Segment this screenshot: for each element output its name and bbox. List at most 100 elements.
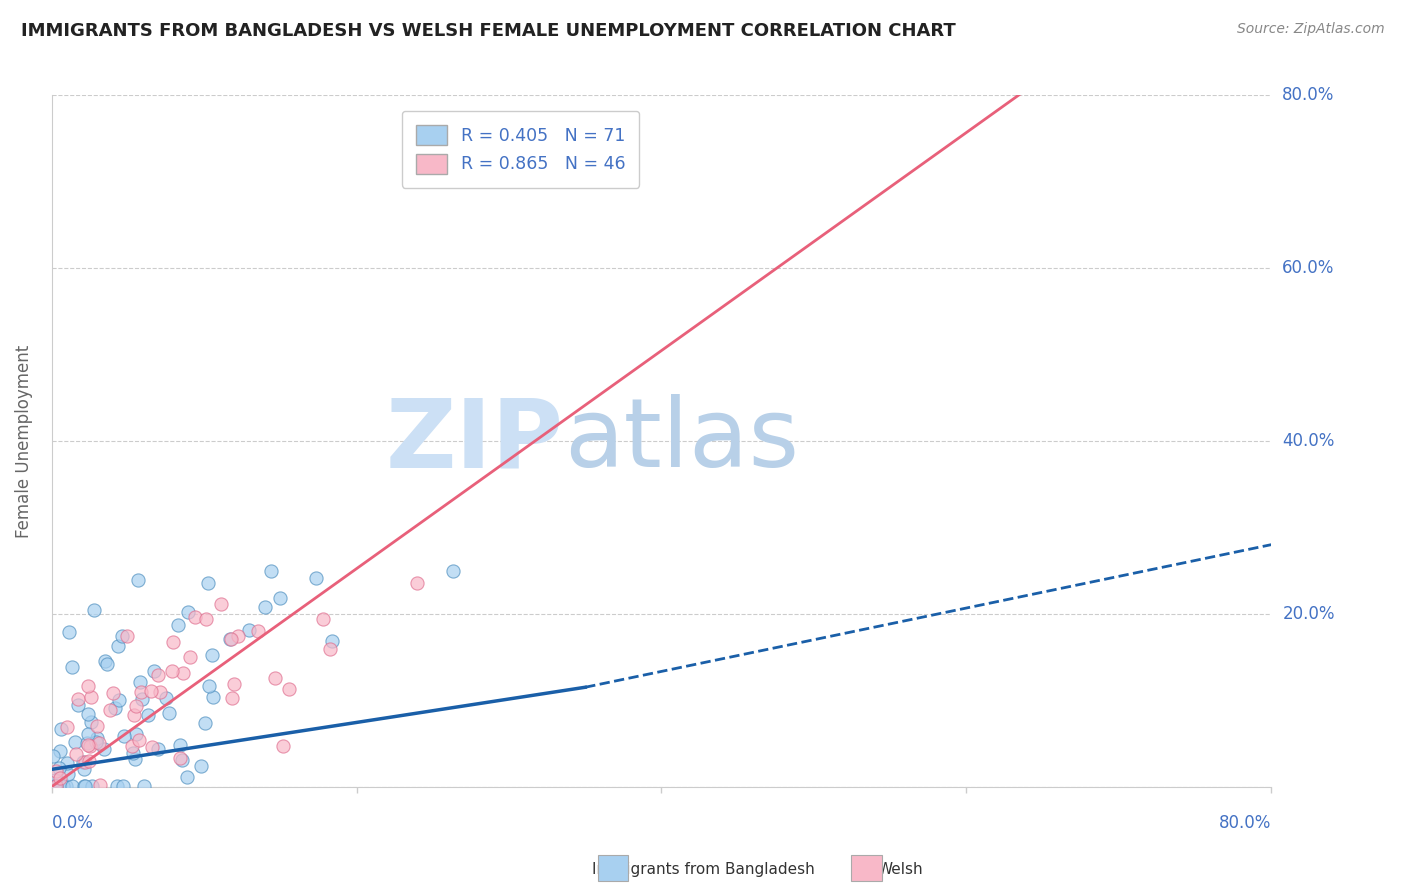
Point — [77, 727, 100, 741]
Point — [66, 691, 89, 706]
Point — [76, 736, 98, 750]
Point — [305, 571, 328, 585]
Point — [219, 632, 242, 646]
Point — [83, 603, 105, 617]
Point — [259, 564, 281, 578]
Point — [48, 761, 70, 775]
Point — [184, 610, 207, 624]
Point — [60, 779, 83, 793]
Point — [45, 779, 67, 793]
Point — [42, 779, 65, 793]
Point — [44, 779, 66, 793]
Point — [55, 756, 77, 771]
Point — [112, 779, 135, 793]
Point — [194, 716, 217, 731]
Text: 80.0%: 80.0% — [1219, 814, 1271, 832]
Point — [247, 624, 270, 639]
Y-axis label: Female Unemployment: Female Unemployment — [15, 344, 32, 538]
Point — [441, 564, 464, 578]
Point — [176, 605, 198, 619]
Point — [93, 742, 115, 756]
Point — [405, 576, 427, 591]
Point — [75, 779, 97, 793]
Point — [101, 686, 124, 700]
Text: 0.0%: 0.0% — [52, 814, 94, 832]
Point — [80, 714, 103, 729]
Point — [141, 683, 163, 698]
Point — [202, 690, 225, 704]
Point — [131, 692, 153, 706]
Point — [209, 597, 232, 611]
Text: 80.0%: 80.0% — [1282, 87, 1334, 104]
Point — [238, 623, 260, 637]
Point — [107, 640, 129, 654]
Text: 40.0%: 40.0% — [1282, 432, 1334, 450]
Point — [190, 759, 212, 773]
Point — [179, 650, 201, 665]
Point — [198, 679, 221, 693]
Point — [67, 698, 90, 713]
Point — [49, 722, 72, 736]
Point — [52, 779, 75, 793]
Point — [45, 779, 67, 793]
Point — [124, 751, 146, 765]
Point — [149, 685, 172, 699]
Text: 60.0%: 60.0% — [1282, 260, 1334, 277]
Point — [172, 753, 194, 767]
Point — [176, 770, 198, 784]
Point — [143, 664, 166, 678]
Point — [73, 762, 96, 776]
Point — [319, 642, 342, 657]
Point — [169, 751, 191, 765]
Point — [58, 625, 80, 640]
Point — [86, 718, 108, 732]
Point — [60, 660, 83, 674]
Point — [141, 739, 163, 754]
Point — [82, 779, 104, 793]
Text: Immigrants from Bangladesh: Immigrants from Bangladesh — [592, 863, 814, 877]
Point — [127, 574, 149, 588]
Point — [157, 706, 180, 721]
Point — [169, 738, 191, 752]
Text: Welsh: Welsh — [877, 863, 922, 877]
Point — [172, 666, 194, 681]
Point — [128, 733, 150, 747]
Point — [79, 739, 101, 753]
Point — [65, 747, 87, 761]
Point — [148, 668, 170, 682]
Point — [226, 629, 249, 643]
Point — [49, 779, 72, 793]
Text: Source: ZipAtlas.com: Source: ZipAtlas.com — [1237, 22, 1385, 37]
Point — [132, 779, 155, 793]
Text: ZIP: ZIP — [387, 394, 564, 488]
Point — [112, 730, 135, 744]
Text: IMMIGRANTS FROM BANGLADESH VS WELSH FEMALE UNEMPLOYMENT CORRELATION CHART: IMMIGRANTS FROM BANGLADESH VS WELSH FEMA… — [21, 22, 956, 40]
Point — [98, 702, 121, 716]
Point — [76, 679, 98, 693]
Point — [269, 591, 291, 606]
Point — [58, 766, 80, 780]
Point — [108, 693, 131, 707]
Point — [273, 739, 295, 753]
Point — [128, 675, 150, 690]
Point — [45, 764, 67, 778]
Point — [75, 756, 97, 770]
Point — [136, 708, 159, 723]
Point — [201, 648, 224, 663]
Point — [278, 682, 301, 697]
Point — [121, 739, 143, 753]
Text: atlas: atlas — [564, 394, 799, 488]
Point — [73, 779, 96, 793]
Point — [77, 738, 100, 752]
Point — [253, 600, 276, 615]
Point — [146, 742, 169, 756]
Point — [94, 654, 117, 668]
Point — [104, 700, 127, 714]
Point — [72, 755, 94, 769]
Point — [63, 735, 86, 749]
Point — [87, 736, 110, 750]
Point — [197, 575, 219, 590]
Point — [105, 779, 128, 793]
Point — [155, 690, 177, 705]
Point — [222, 677, 245, 691]
